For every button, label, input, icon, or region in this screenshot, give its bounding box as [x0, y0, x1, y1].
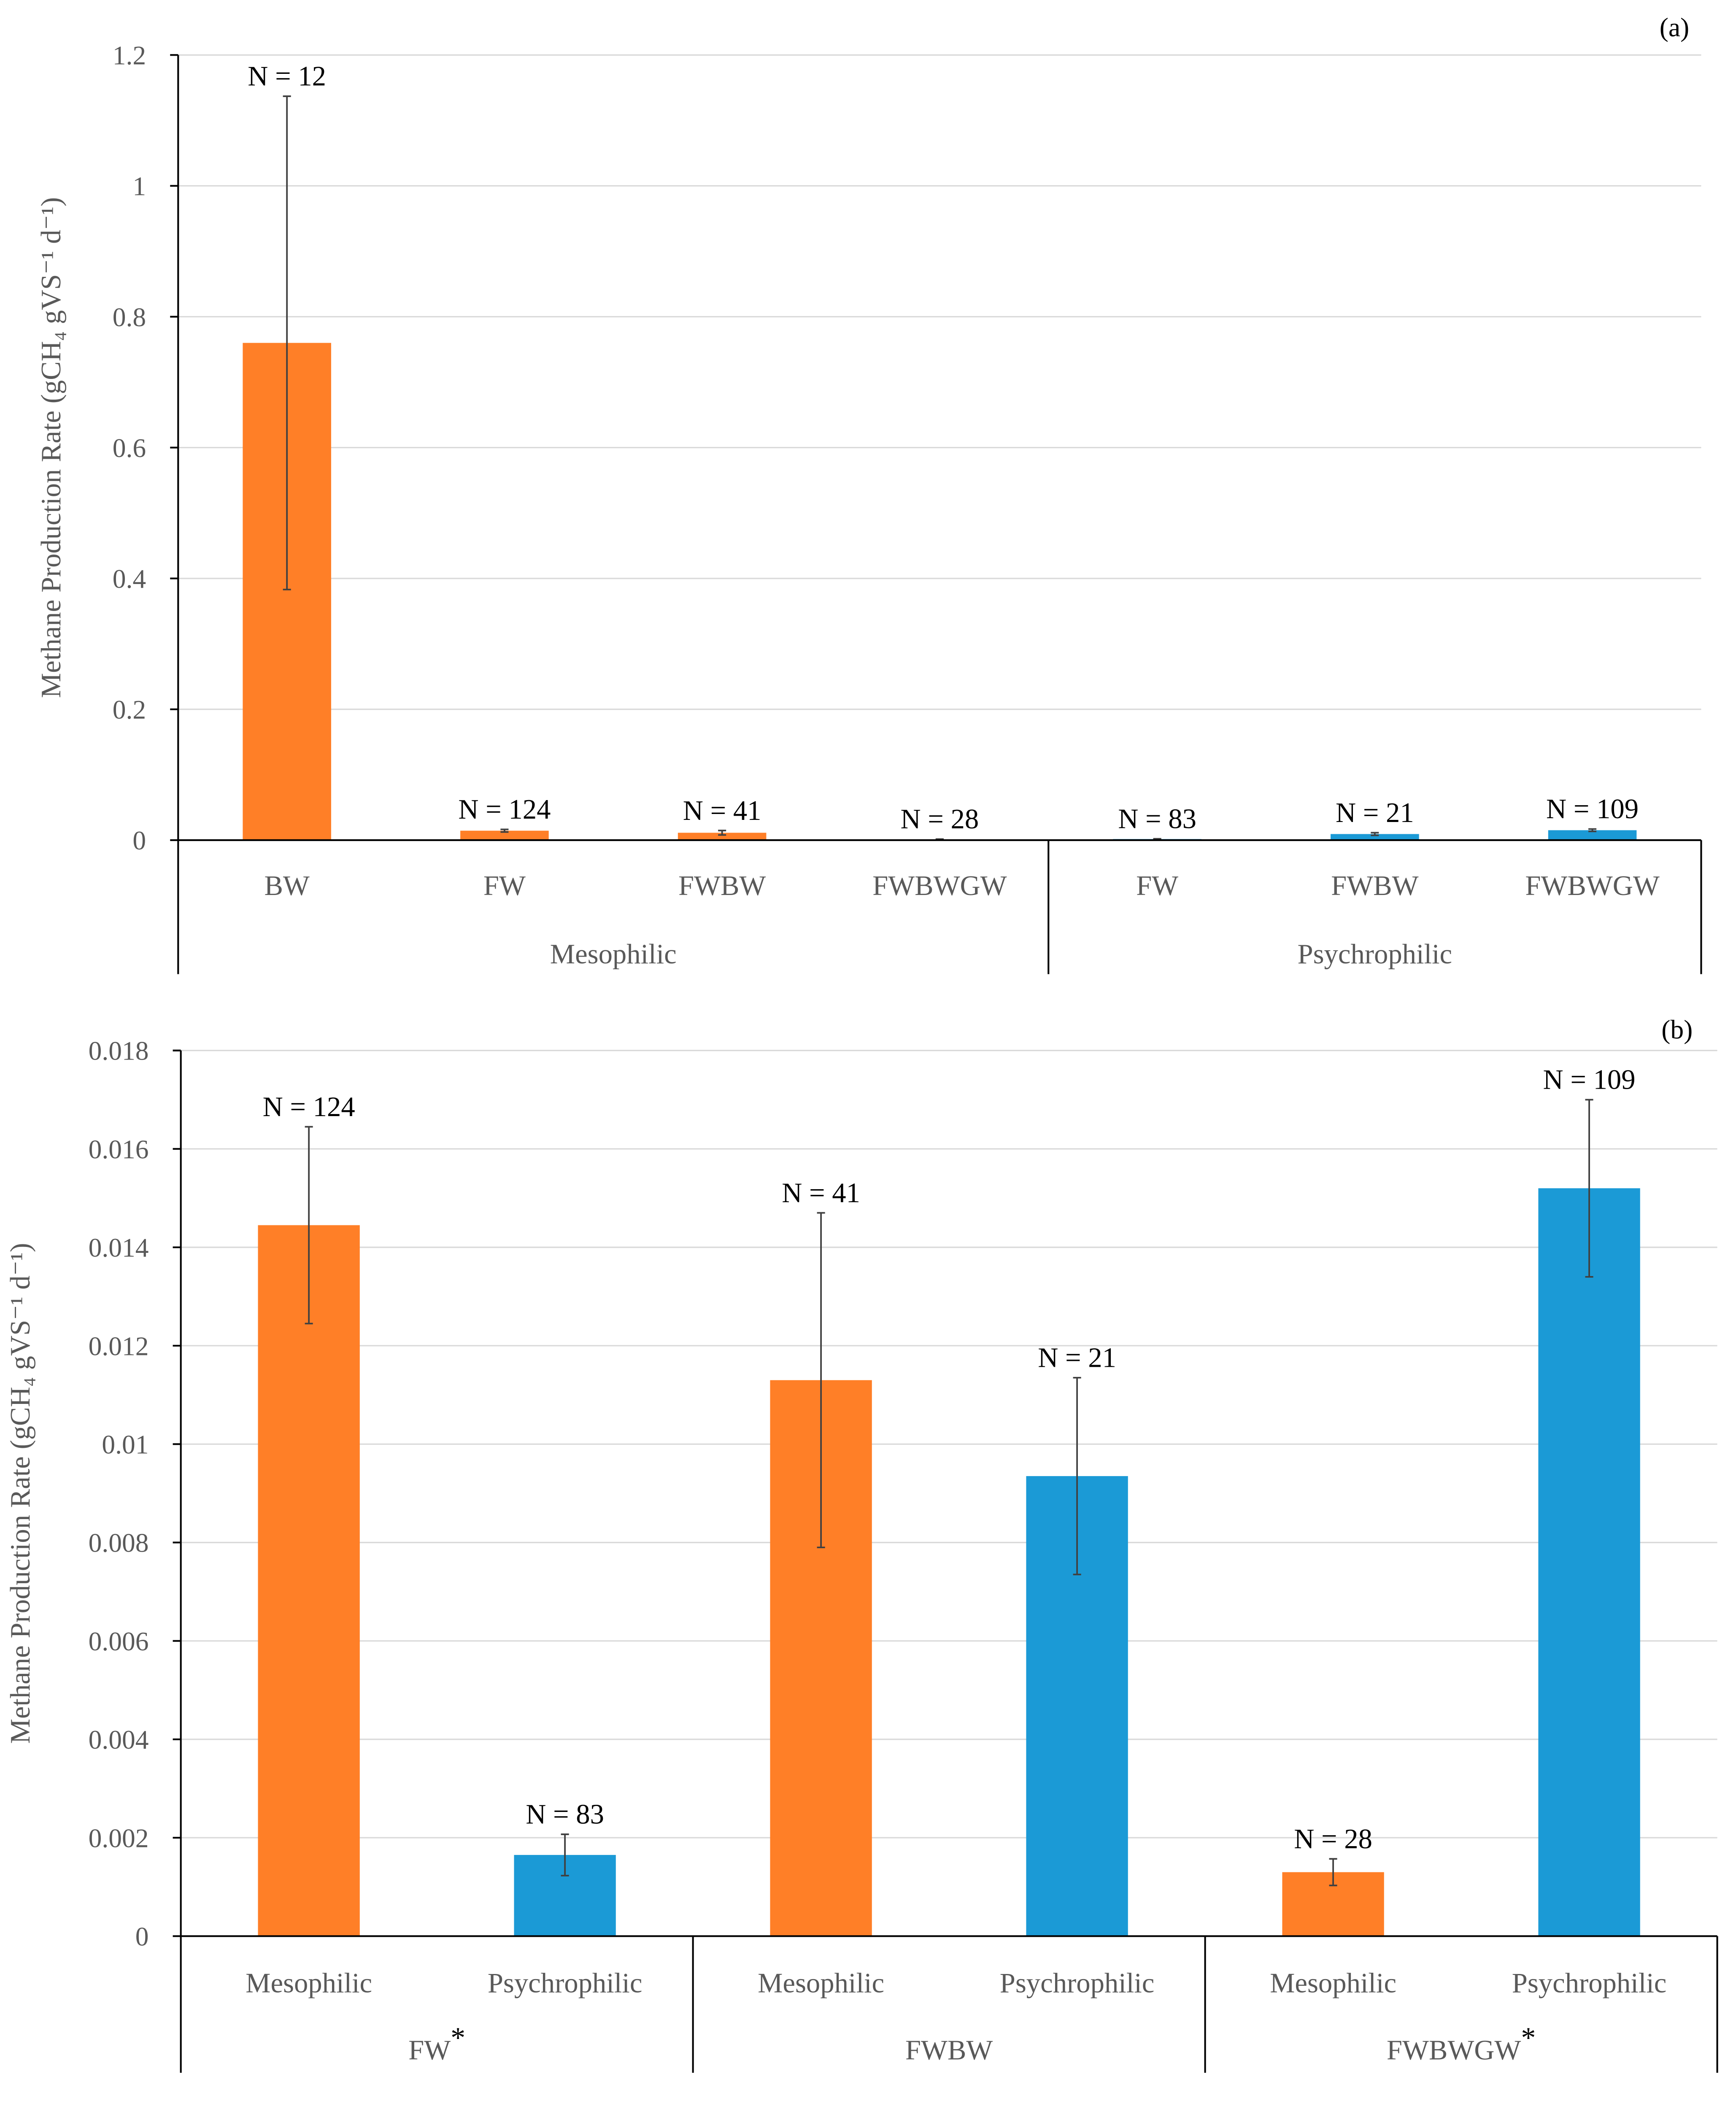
asterisk-marker: *	[1521, 2022, 1536, 2054]
y-tick-label: 0.006	[89, 1626, 149, 1656]
sample-size-label: N = 28	[901, 804, 979, 835]
sample-size-label: N = 109	[1543, 1065, 1636, 1095]
y-tick-label: 0	[135, 1922, 149, 1952]
sample-size-label: N = 109	[1546, 794, 1639, 825]
asterisk-marker: *	[451, 2022, 465, 2054]
x-category-label: FWBWGW	[872, 871, 1007, 901]
y-tick-label: 0.012	[89, 1331, 149, 1361]
y-tick-label: 0.8	[113, 302, 146, 332]
x-category-label: FW	[483, 871, 526, 901]
y-tick-label: 0.01	[102, 1430, 148, 1460]
x-category-label: FWBW	[678, 871, 766, 901]
sample-size-label: N = 28	[1294, 1824, 1372, 1855]
bar-mesophilic-fwbw	[678, 833, 767, 841]
group-label: FWBWGW*	[1387, 2022, 1536, 2066]
group-label: Mesophilic	[550, 939, 677, 970]
y-tick-label: 0.002	[89, 1823, 149, 1853]
x-category-label: Psychrophilic	[488, 1968, 643, 1999]
sample-size-label: N = 83	[526, 1799, 604, 1830]
group-label: FWBW	[905, 2035, 993, 2066]
x-category-label: Mesophilic	[246, 1968, 372, 1999]
group-label-text: Mesophilic	[550, 939, 677, 970]
panel-label: (a)	[1660, 12, 1689, 42]
group-label-text: FWBW	[905, 2035, 993, 2066]
group-label-text: Psychrophilic	[1298, 939, 1453, 970]
y-tick-label: 0.008	[89, 1528, 149, 1558]
sample-size-label: N = 83	[1118, 803, 1196, 834]
y-tick-label: 0.004	[89, 1725, 149, 1755]
y-tick-label: 0.014	[89, 1233, 149, 1263]
x-category-label: FWBW	[1331, 871, 1418, 901]
y-axis-title: Methane Production Rate (gCH₄ gVS⁻¹ d⁻¹)	[5, 1243, 36, 1744]
sample-size-label: N = 21	[1038, 1342, 1116, 1373]
bar-mesophilic-fw	[460, 830, 549, 841]
sample-size-label: N = 21	[1336, 798, 1414, 828]
sample-size-label: N = 41	[782, 1178, 860, 1209]
bar-psychrophilic-fwbw	[1331, 834, 1419, 841]
group-label-text: FW	[408, 2035, 451, 2066]
group-label: Psychrophilic	[1298, 939, 1453, 970]
x-category-label: Mesophilic	[758, 1968, 884, 1999]
group-label-text: FWBWGW	[1387, 2035, 1521, 2066]
x-category-label: FWBWGW	[1525, 871, 1659, 901]
sample-size-label: N = 124	[263, 1092, 355, 1122]
y-tick-label: 0.018	[89, 1036, 149, 1066]
y-tick-label: 0.016	[89, 1134, 149, 1164]
y-axis-title: Methane Production Rate (gCH₄ gVS⁻¹ d⁻¹)	[36, 197, 67, 698]
sample-size-label: N = 41	[683, 795, 761, 826]
sample-size-label: N = 12	[248, 61, 326, 92]
x-category-label: BW	[264, 871, 309, 901]
x-category-label: FW	[1136, 871, 1178, 901]
y-tick-label: 0	[132, 825, 146, 855]
x-category-label: Psychrophilic	[1512, 1968, 1667, 1999]
y-tick-label: 0.2	[113, 695, 146, 725]
bar-psychrophilic-psychrophilic	[1538, 1188, 1640, 1936]
bar-mesophilic-mesophilic	[258, 1225, 360, 1936]
bar-psychrophilic-fwbwgw	[1548, 830, 1637, 841]
group-label: FW*	[408, 2022, 465, 2066]
y-tick-label: 0.4	[113, 564, 146, 594]
panel-label: (b)	[1661, 1014, 1693, 1044]
x-category-label: Mesophilic	[1270, 1968, 1396, 1999]
sample-size-label: N = 124	[458, 794, 551, 825]
x-category-label: Psychrophilic	[1000, 1968, 1155, 1999]
y-tick-label: 0.6	[113, 433, 146, 463]
y-tick-label: 1	[132, 171, 146, 201]
y-tick-label: 1.2	[113, 41, 146, 70]
